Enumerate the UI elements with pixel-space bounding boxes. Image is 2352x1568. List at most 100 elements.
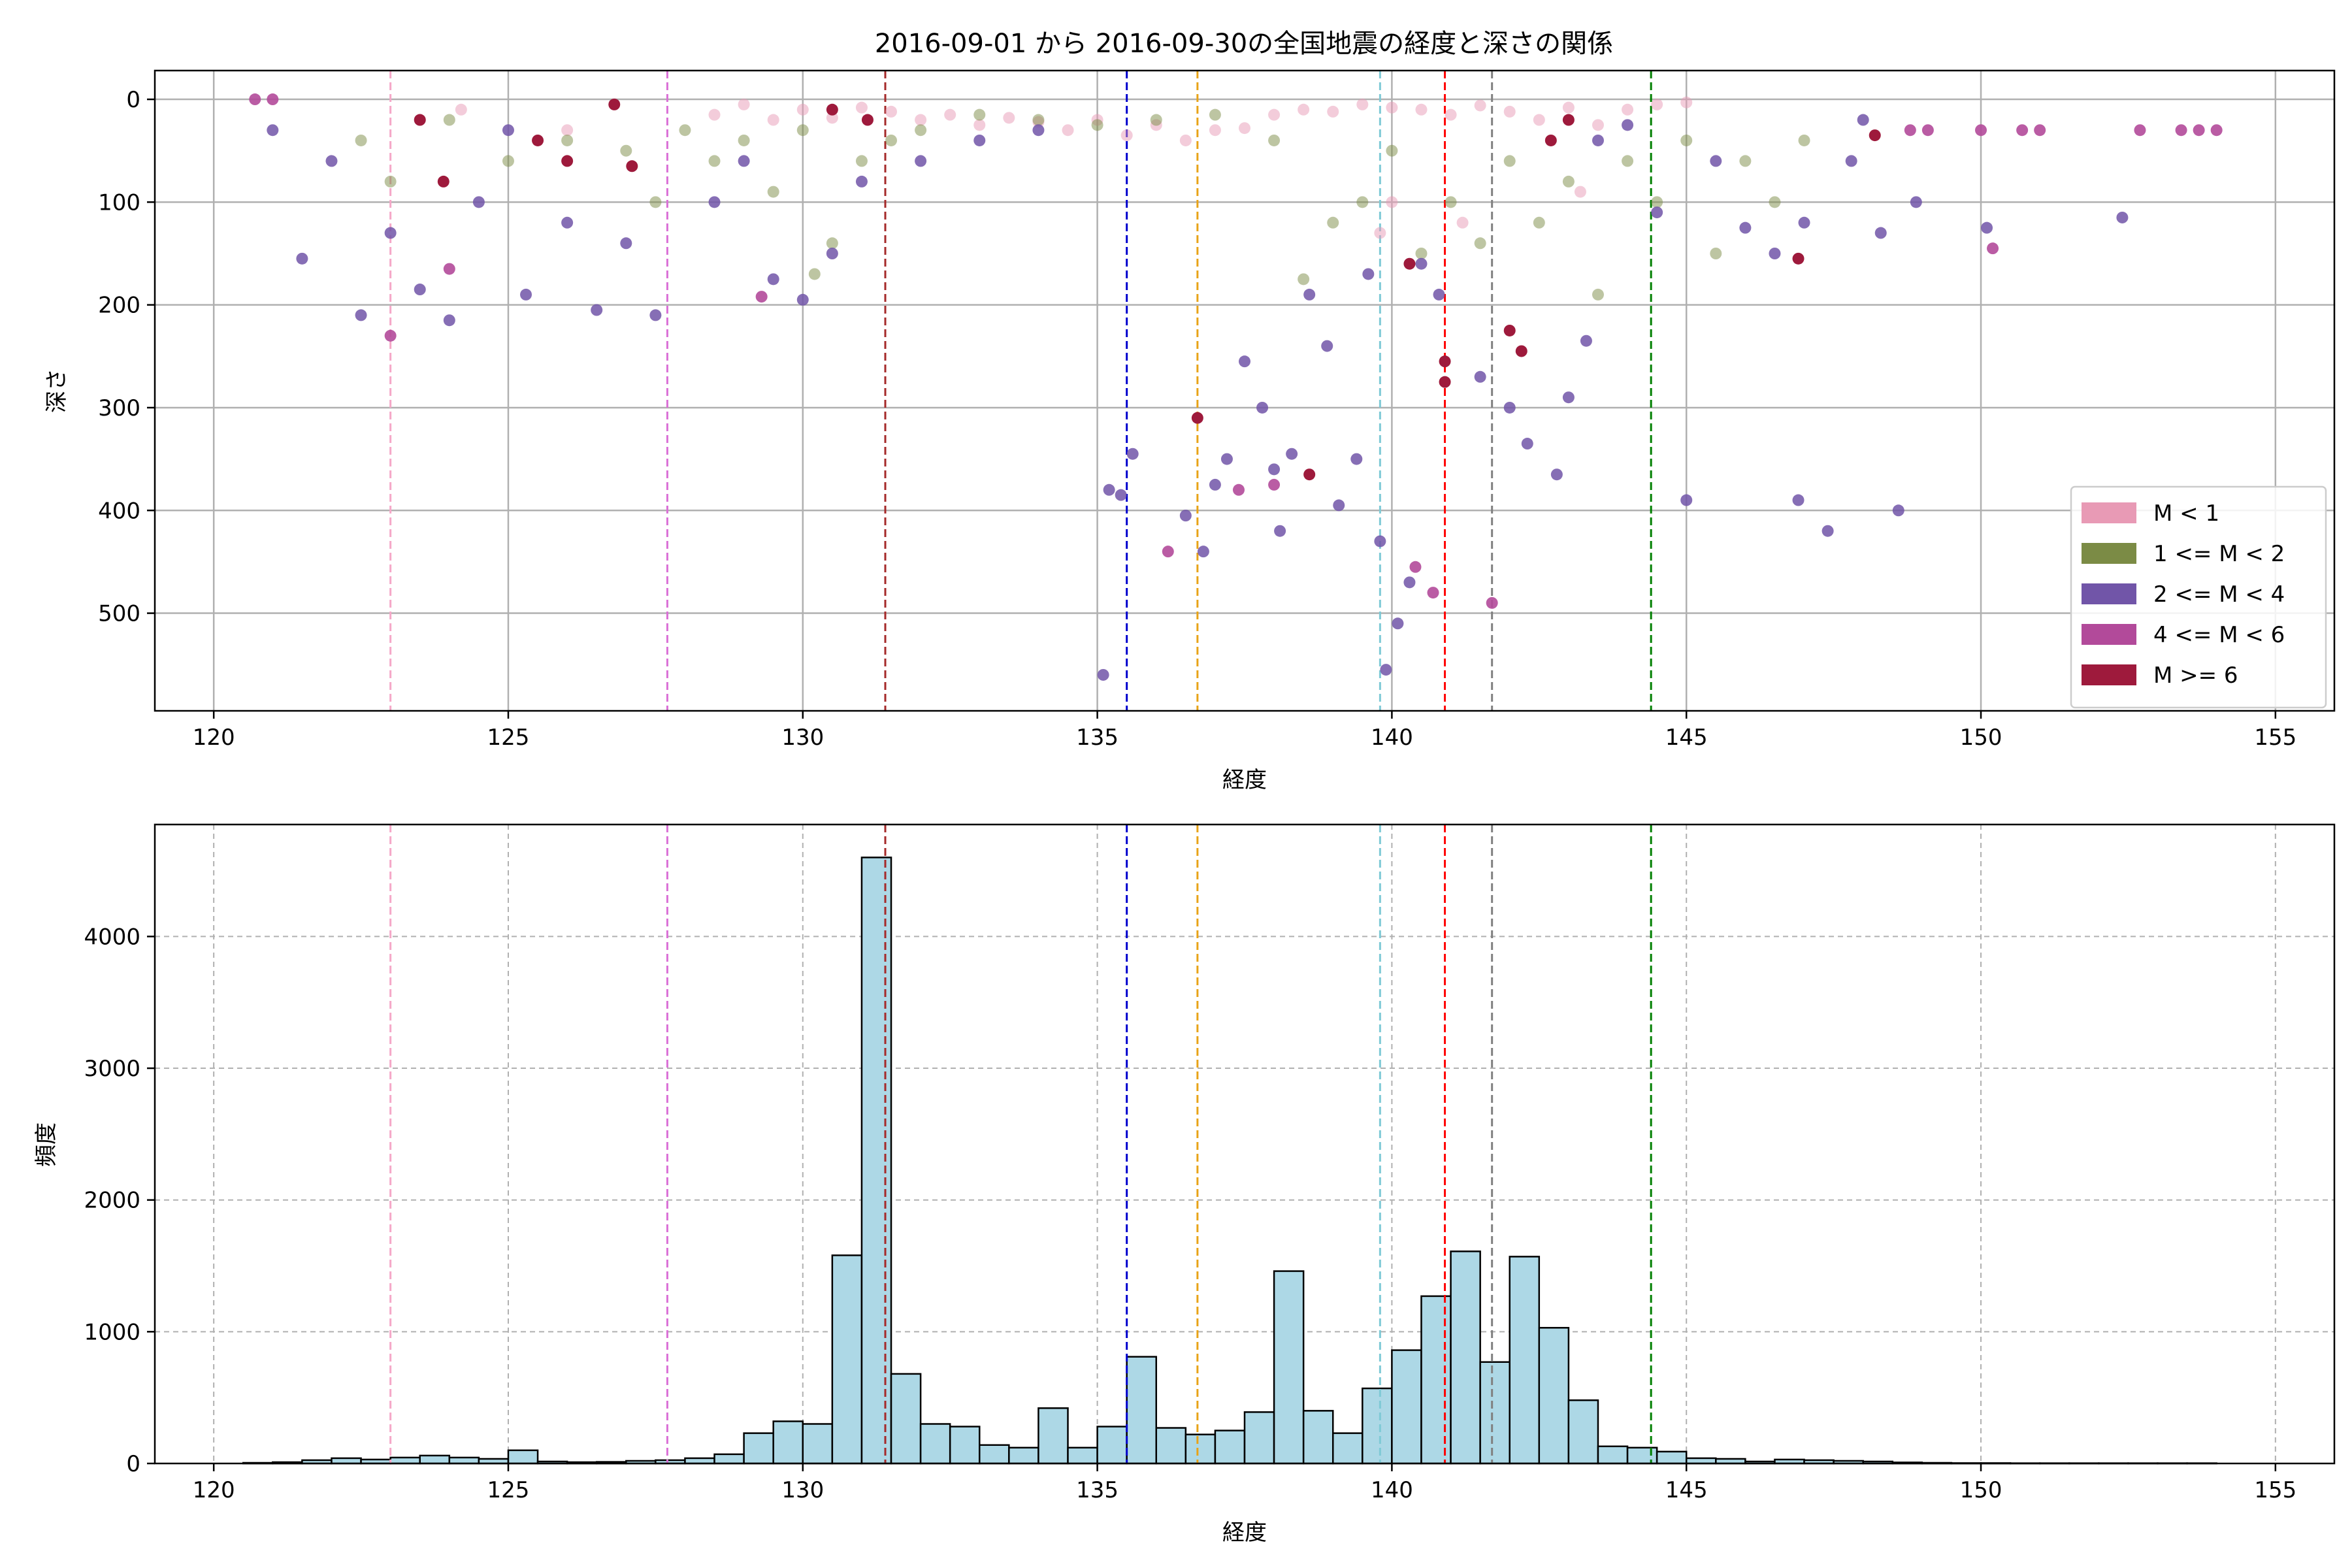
scatter-point: [1622, 119, 1634, 131]
scatter-point: [443, 263, 455, 275]
histogram-x-tick-label: 145: [1665, 1477, 1708, 1503]
scatter-point: [738, 134, 750, 146]
scatter-point: [1503, 401, 1516, 414]
scatter-y-tick-label: 300: [98, 395, 140, 421]
histogram-y-axis-label: 頻度: [33, 1122, 59, 1167]
scatter-point: [1580, 335, 1592, 347]
histogram-x-tick-label: 120: [193, 1477, 235, 1503]
histogram-bar: [1626, 1446, 1658, 1465]
scatter-point: [1403, 576, 1416, 589]
scatter-point: [561, 216, 574, 229]
scatter-point: [384, 329, 397, 342]
scatter-point: [1503, 324, 1516, 336]
histogram-y-tick-label: 3000: [84, 1056, 140, 1082]
histogram-x-tick-label: 130: [781, 1477, 824, 1503]
scatter-point: [1403, 257, 1416, 270]
scatter-x-tick-label: 135: [1076, 725, 1119, 751]
scatter-point: [973, 119, 986, 131]
scatter-point: [855, 175, 868, 188]
histogram-bar: [1184, 1433, 1217, 1465]
legend-entry: 1 <= M < 2: [2153, 541, 2285, 567]
scatter-point: [1869, 129, 1881, 142]
scatter-point: [1091, 119, 1103, 131]
scatter-panel: 120 125 130 135 140 145 150 155 0 100 200 300 400 500…: [44, 69, 2336, 793]
scatter-point: [1209, 124, 1221, 137]
scatter-x-axis-label: 経度: [1222, 767, 1267, 793]
histogram-bar: [1126, 1356, 1158, 1465]
scatter-point: [1921, 124, 1934, 137]
histogram-bar: [1567, 1399, 1599, 1465]
scatter-point: [1321, 340, 1333, 352]
scatter-point: [915, 114, 927, 126]
scatter-point: [649, 309, 662, 321]
scatter-point: [915, 124, 927, 137]
histogram-bar: [1479, 1361, 1511, 1465]
scatter-point: [1179, 134, 1192, 146]
histogram-bar: [1656, 1450, 1688, 1465]
scatter-point: [1680, 494, 1693, 506]
scatter-point: [708, 196, 721, 208]
scatter-point: [1103, 483, 1115, 496]
scatter-point: [1592, 134, 1604, 146]
scatter-point: [620, 237, 632, 250]
scatter-point: [1439, 355, 1451, 368]
scatter-point: [1533, 114, 1545, 126]
scatter-point: [1592, 119, 1604, 131]
scatter-point: [591, 304, 603, 316]
scatter-point: [502, 155, 514, 167]
scatter-x-tick-label: 150: [1960, 725, 2002, 751]
scatter-point: [1415, 248, 1428, 259]
scatter-point: [1268, 108, 1281, 121]
scatter-point: [414, 284, 426, 296]
histogram-bar: [1538, 1327, 1570, 1465]
scatter-point: [1445, 196, 1457, 208]
scatter-point: [1303, 288, 1316, 301]
scatter-point: [561, 134, 574, 146]
legend-entry: M < 1: [2153, 500, 2219, 527]
scatter-point: [2175, 124, 2187, 137]
scatter-point: [1327, 105, 1339, 118]
scatter-point: [1456, 216, 1469, 229]
scatter-point: [2134, 124, 2146, 137]
histogram-bar: [890, 1373, 922, 1465]
scatter-point: [1356, 196, 1369, 208]
histogram-bar: [1096, 1426, 1128, 1465]
scatter-point: [1533, 216, 1545, 229]
histogram-x-axis-label: 経度: [1222, 1520, 1267, 1546]
scatter-point: [1239, 122, 1250, 135]
scatter-point: [1798, 216, 1810, 229]
scatter-point: [796, 103, 809, 116]
scatter-y-tick-label: 500: [98, 601, 140, 627]
scatter-y-tick-label: 0: [126, 87, 140, 113]
histogram-x-tick-label: 125: [487, 1477, 530, 1503]
legend-swatch: [2082, 543, 2136, 564]
scatter-point: [414, 114, 426, 126]
scatter-point: [296, 252, 308, 265]
scatter-point: [455, 103, 467, 116]
scatter-point: [1503, 155, 1516, 167]
scatter-point: [1162, 546, 1174, 558]
scatter-point: [384, 175, 397, 188]
histogram-bar: [919, 1423, 951, 1465]
histogram-bar: [1273, 1270, 1305, 1465]
scatter-point: [1651, 206, 1663, 219]
histogram-bar: [389, 1456, 421, 1465]
scatter-point: [1150, 114, 1162, 126]
histogram-x-tick-label: 135: [1076, 1477, 1119, 1503]
scatter-point: [561, 124, 574, 137]
histogram-bar: [1067, 1446, 1098, 1465]
scatter-point: [1544, 134, 1557, 146]
scatter-point: [861, 114, 874, 126]
histogram-bar: [743, 1432, 774, 1465]
scatter-point: [1710, 155, 1722, 167]
scatter-point: [1987, 242, 1999, 255]
scatter-point: [973, 134, 986, 146]
histogram-bar: [1362, 1387, 1393, 1465]
scatter-point: [1792, 252, 1805, 265]
scatter-point: [1380, 664, 1392, 676]
histogram-bar: [1243, 1411, 1275, 1465]
scatter-point: [2210, 124, 2223, 137]
scatter-point: [855, 101, 868, 114]
scatter-point: [1622, 155, 1634, 167]
